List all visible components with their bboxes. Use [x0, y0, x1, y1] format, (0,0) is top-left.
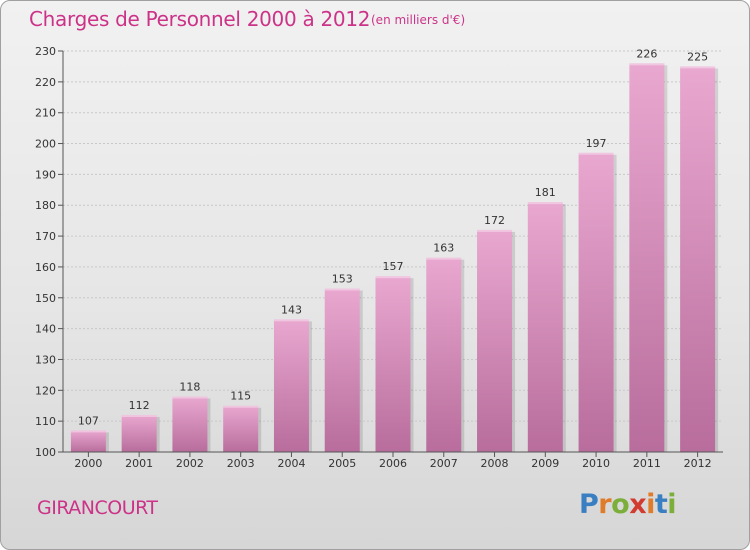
logo-letter: i [667, 489, 677, 520]
y-tick-label: 120 [35, 384, 56, 397]
logo-letter: P [579, 489, 599, 520]
bar-2005 [324, 288, 360, 452]
bar-highlight [70, 430, 106, 433]
data-label: 163 [433, 242, 454, 255]
logo-letter: x [629, 489, 647, 520]
bar-2007 [426, 257, 462, 452]
bar-2010 [578, 152, 614, 453]
x-tick-label: 2011 [633, 457, 661, 470]
data-label: 107 [78, 414, 99, 427]
x-tick-label: 2000 [74, 457, 102, 470]
y-tick-label: 170 [35, 230, 56, 243]
y-tick-label: 130 [35, 353, 56, 366]
bar-2004 [273, 319, 309, 452]
data-label: 143 [281, 303, 302, 316]
data-label: 153 [332, 273, 353, 286]
bar-highlight [477, 229, 513, 232]
bar-highlight [273, 319, 309, 322]
logo-letter: i [646, 489, 655, 520]
x-tick-label: 2012 [684, 457, 712, 470]
bar-highlight [172, 396, 208, 399]
y-tick-label: 180 [35, 199, 56, 212]
bar-highlight [578, 152, 614, 155]
y-tick-label: 210 [35, 107, 56, 120]
x-tick-label: 2003 [227, 457, 255, 470]
bars: 107 112 118 115 143 153 157 163 172 181 197 226 225 [70, 47, 719, 453]
y-axis: 100 110 120 130 140 150 160 170 180 190 200 210 220 2… [35, 45, 64, 459]
bar-2008 [477, 229, 513, 452]
data-label: 197 [586, 137, 607, 150]
y-tick-label: 110 [35, 415, 56, 428]
x-axis: 2000 2001 2002 2003 2004 2005 2006 2007 2008 2009… [63, 451, 723, 470]
bar-highlight [680, 66, 716, 69]
x-tick-label: 2010 [582, 457, 610, 470]
logo-letter: t [654, 489, 668, 520]
bar-highlight [121, 414, 157, 417]
y-tick-label: 150 [35, 292, 56, 305]
bar-highlight [324, 288, 360, 291]
data-label: 157 [383, 260, 404, 273]
bar-2000 [70, 430, 106, 452]
x-tick-label: 2007 [430, 457, 458, 470]
bar-2006 [375, 276, 411, 452]
x-tick-label: 2009 [531, 457, 559, 470]
data-label: 225 [687, 50, 708, 63]
logo-letter: r [598, 489, 612, 520]
commune-name: GIRANCOURT [37, 497, 158, 519]
x-tick-label: 2002 [176, 457, 204, 470]
y-tick-label: 230 [35, 45, 56, 58]
chart-title: Charges de Personnel 2000 à 2012 [29, 7, 371, 31]
bar-highlight [223, 405, 259, 408]
y-tick-label: 160 [35, 261, 56, 274]
y-tick-label: 220 [35, 76, 56, 89]
data-label: 226 [636, 47, 657, 60]
chart-subtitle: (en milliers d'€) [371, 13, 466, 27]
y-tick-label: 200 [35, 138, 56, 151]
bar-highlight [527, 202, 563, 205]
data-label: 181 [535, 186, 556, 199]
bar-2003 [223, 405, 259, 452]
x-tick-label: 2001 [125, 457, 153, 470]
data-label: 112 [129, 399, 150, 412]
bar-highlight [629, 63, 665, 66]
x-tick-label: 2004 [277, 457, 305, 470]
bar-highlight [426, 257, 462, 260]
x-tick-label: 2006 [379, 457, 407, 470]
data-label: 115 [230, 390, 251, 403]
bar-2012 [680, 66, 716, 452]
y-tick-label: 140 [35, 323, 56, 336]
bar-2009 [527, 202, 563, 452]
y-tick-label: 190 [35, 168, 56, 181]
x-tick-label: 2008 [481, 457, 509, 470]
x-tick-label: 2005 [328, 457, 356, 470]
data-label: 172 [484, 214, 505, 227]
bar-2002 [172, 396, 208, 452]
proxiti-logo[interactable]: Proxiti [579, 489, 677, 520]
logo-letter: o [611, 489, 630, 520]
data-label: 118 [179, 380, 200, 393]
bar-2001 [121, 414, 157, 452]
y-tick-label: 100 [35, 446, 56, 459]
bar-highlight [375, 276, 411, 279]
bar-2011 [629, 63, 665, 452]
